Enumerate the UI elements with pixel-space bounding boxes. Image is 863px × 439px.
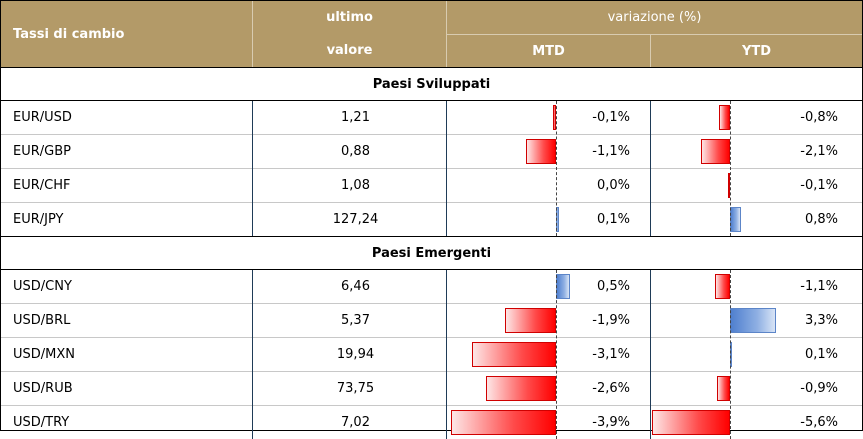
last-value: 73,75 [336,381,375,396]
ytd-value: -0,8% [800,110,838,125]
header-variazione-cell: variazione (%) [447,1,862,34]
mtd-bar [553,105,556,130]
mtd-value: -1,1% [592,144,630,159]
mtd-value: -3,1% [592,347,630,362]
ytd-bar [717,376,730,401]
mtd-axis [556,270,557,439]
ytd-bar [730,308,777,333]
last-value: 0,88 [341,144,370,159]
currency-pair: USD/MXN [13,347,76,362]
header-variazione: variazione (%) [607,10,702,25]
currency-pair: USD/RUB [13,381,73,396]
section-title: Paesi Sviluppati [372,76,491,92]
currency-pair: EUR/USD [13,110,72,125]
last-value: 19,94 [336,347,375,362]
ytd-value: 3,3% [804,313,838,328]
mtd-axis [556,101,557,236]
last-value: 5,37 [341,313,370,328]
ytd-value: -2,1% [800,144,838,159]
ytd-value: -0,1% [800,178,838,193]
currency-pair: EUR/GBP [13,144,71,159]
mtd-value: -0,1% [592,110,630,125]
mtd-value: 0,5% [596,279,630,294]
ytd-bar [718,105,730,130]
header-ytd: YTD [741,43,772,59]
currency-pair: USD/CNY [13,279,72,294]
header-ultimo-line1: ultimo [326,10,373,25]
header-ytd-cell: YTD [651,35,862,67]
header-ultimo-cell: ultimo valore [253,1,446,67]
ytd-value: 0,1% [804,347,838,362]
header-title: Tassi di cambio [13,26,125,42]
last-value: 1,21 [341,110,370,125]
ytd-bar [714,274,730,299]
header-mtd: MTD [532,43,565,59]
mtd-value: 0,0% [596,178,630,193]
ytd-axis [730,101,731,236]
last-value: 7,02 [341,415,370,430]
header-title-cell: Tassi di cambio [1,1,252,67]
ytd-value: -1,1% [800,279,838,294]
mtd-bar [504,308,556,333]
ytd-value: -5,6% [800,415,838,430]
last-value: 6,46 [341,279,370,294]
section-title: Paesi Emergenti [371,245,492,261]
last-value: 1,08 [341,178,370,193]
mtd-value: -3,9% [592,415,630,430]
currency-pair: USD/TRY [13,415,70,430]
last-value: 127,24 [332,212,379,227]
currency-pair: EUR/JPY [13,212,64,227]
mtd-bar [472,342,556,367]
ytd-axis [730,270,731,439]
currency-pair: EUR/CHF [13,178,71,193]
header-mtd-cell: MTD [447,35,650,67]
mtd-value: 0,1% [596,212,630,227]
ytd-bar [728,173,730,198]
mtd-bar [526,139,556,164]
ytd-bar [700,139,730,164]
mtd-value: -2,6% [592,381,630,396]
ytd-value: -0,9% [800,381,838,396]
mtd-bar [485,376,556,401]
header-ultimo-line2: valore [326,43,373,58]
mtd-value: -1,9% [592,313,630,328]
currency-pair: USD/BRL [13,313,71,328]
ytd-value: 0,8% [804,212,838,227]
